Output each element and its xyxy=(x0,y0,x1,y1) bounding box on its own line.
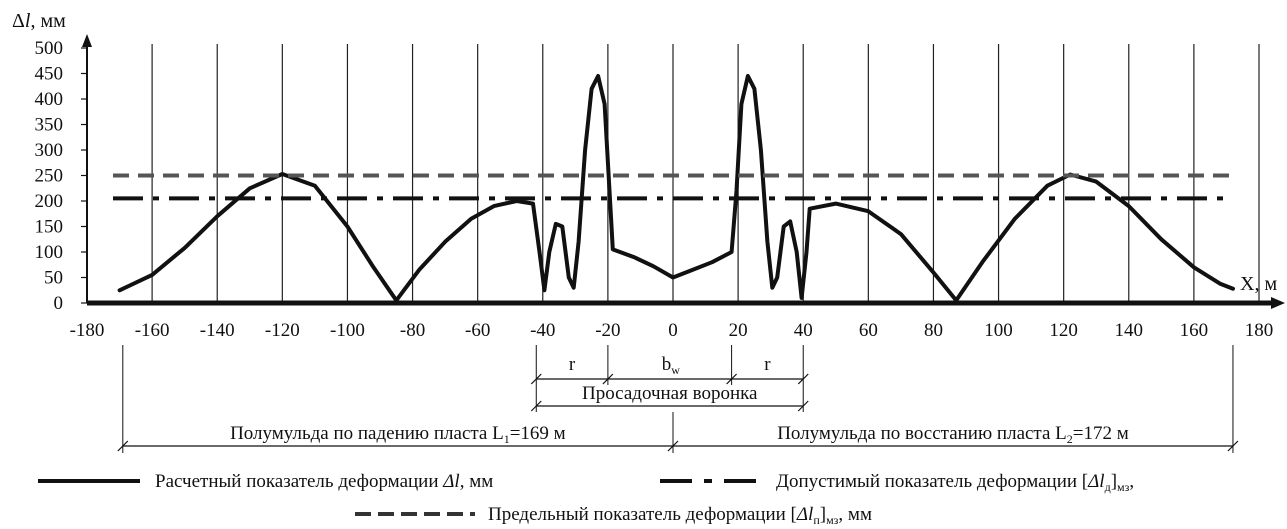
x-tick-label: 80 xyxy=(924,320,943,341)
x-tick-label: 120 xyxy=(1049,320,1078,341)
y-tick-label: 0 xyxy=(54,293,64,314)
dimension-tick xyxy=(1227,440,1239,452)
x-tick-label: -80 xyxy=(400,320,425,341)
half-trough-left-label: Полумульда по падению пласта L1=169 м xyxy=(230,423,566,446)
y-tick-label: 400 xyxy=(35,89,64,110)
dimension-tick xyxy=(602,373,614,385)
zone-label-r-right: r xyxy=(764,354,771,375)
dimension-tick xyxy=(667,440,679,452)
y-tick-label: 150 xyxy=(35,217,64,238)
x-tick-label: -20 xyxy=(595,320,620,341)
subsidence-label: Просадочная воронка xyxy=(582,383,758,404)
x-axis-arrow xyxy=(1271,297,1285,309)
dimension-tick xyxy=(530,373,542,385)
dimension-tick xyxy=(726,373,738,385)
dimension-tick xyxy=(797,373,809,385)
x-tick-label: 0 xyxy=(668,320,678,341)
x-tick-label: 180 xyxy=(1245,320,1274,341)
y-axis-arrow xyxy=(82,34,92,47)
legend-label-limit: Предельный показатель деформации [Δlп]мз… xyxy=(488,504,872,527)
x-axis-label: X, м xyxy=(1240,273,1277,295)
y-tick-label: 50 xyxy=(44,268,63,289)
y-tick-label: 350 xyxy=(35,115,64,136)
x-tick-label: -40 xyxy=(530,320,555,341)
tick-labels: Δl, ммX, м050100150200250300350400450500… xyxy=(12,10,1277,341)
x-tick-label: -180 xyxy=(70,320,105,341)
y-tick-label: 300 xyxy=(35,140,64,161)
x-tick-label: -120 xyxy=(265,320,300,341)
x-tick-label: 40 xyxy=(794,320,813,341)
y-tick-label: 500 xyxy=(35,38,64,59)
dimension-tick xyxy=(117,440,129,452)
y-tick-label: 250 xyxy=(35,166,64,187)
legend-label-calculated: Расчетный показатель деформации Δl, мм xyxy=(155,471,493,492)
x-tick-label: 160 xyxy=(1180,320,1209,341)
y-tick-label: 450 xyxy=(35,64,64,85)
x-tick-label: 20 xyxy=(729,320,748,341)
x-tick-label: 140 xyxy=(1115,320,1144,341)
x-tick-label: -140 xyxy=(200,320,235,341)
x-tick-label: -160 xyxy=(135,320,170,341)
annotations: r bw r Просадочная воронка Полумульда по пад… xyxy=(117,345,1239,453)
x-tick-label: 100 xyxy=(984,320,1013,341)
x-tick-label: -60 xyxy=(465,320,490,341)
x-tick-label: 60 xyxy=(859,320,878,341)
y-axis-label: Δl, мм xyxy=(12,10,66,32)
series-line-1 xyxy=(117,74,1235,303)
dimension-tick xyxy=(797,400,809,412)
legend: Расчетный показатель деформации Δl, мм До… xyxy=(38,471,1134,527)
zone-label-r-left: r xyxy=(569,354,576,375)
legend-label-allowable: Допустимый показатель деформации [Δlд]мз… xyxy=(776,471,1134,494)
y-tick-label: 100 xyxy=(35,242,64,263)
x-tick-label: -100 xyxy=(330,320,365,341)
y-tick-label: 200 xyxy=(35,191,64,212)
axes xyxy=(82,34,1285,309)
zone-label-bw: bw xyxy=(662,354,681,377)
series-group xyxy=(113,74,1235,303)
half-trough-right-label: Полумульда по восстанию пласта L2=172 м xyxy=(777,423,1129,446)
dimension-tick xyxy=(530,400,542,412)
